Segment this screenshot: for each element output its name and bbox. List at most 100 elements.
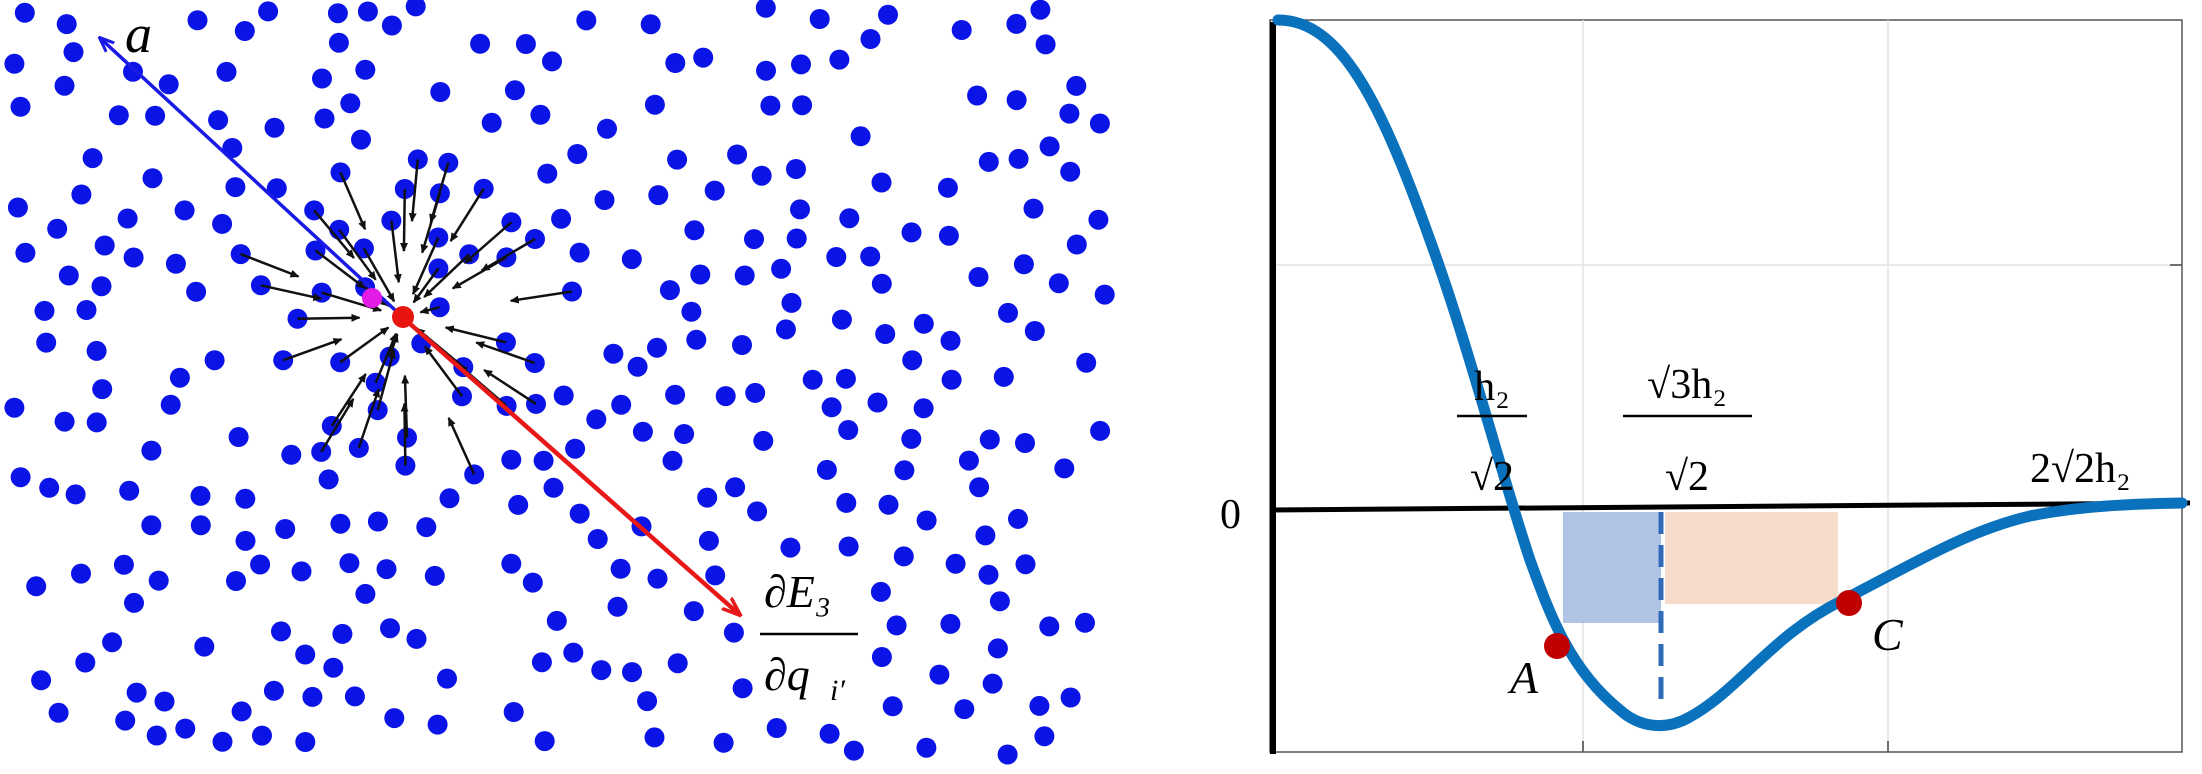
particle-dot: [15, 242, 36, 263]
potential-curve: [1272, 14, 2188, 732]
force-arrow: [357, 388, 380, 449]
particle-dot: [751, 165, 772, 186]
particle-dot: [587, 529, 608, 549]
particle-dot: [1006, 90, 1027, 111]
potential-plot-panel: 0 h₂ √2 √3h₂ √2 2√2h₂ A C: [1200, 0, 2202, 769]
force-arrows: [240, 159, 573, 475]
force-arrow: [338, 228, 377, 281]
particle-dot: [145, 105, 166, 126]
shaded-region-orange: [1665, 512, 1838, 604]
particle-dot: [860, 246, 881, 267]
particle-dot: [786, 228, 807, 249]
particle-dot: [327, 3, 348, 24]
particle-dot: [355, 583, 376, 604]
particle-dot: [271, 621, 291, 642]
particle-dot: [531, 652, 552, 673]
particle-dot: [225, 177, 246, 198]
particle-dot: [975, 525, 996, 546]
particle-dot: [850, 126, 871, 147]
particle-dot: [913, 398, 934, 419]
particle-dot: [186, 281, 207, 302]
particle-dot: [503, 702, 524, 722]
particle-dot: [648, 185, 669, 206]
direction-a-arrow: [100, 38, 397, 312]
particle-dot: [875, 324, 896, 344]
particle-dot: [951, 20, 972, 40]
particle-dot: [252, 725, 272, 746]
particle-dot: [713, 732, 734, 753]
particle-dot: [882, 696, 903, 717]
particle-dot: [165, 253, 186, 274]
force-arrow: [320, 398, 355, 453]
force-arrow: [362, 247, 396, 303]
particle-dot: [667, 149, 688, 170]
particle-dot: [264, 117, 285, 138]
particle-dot: [693, 47, 714, 68]
particle-dot: [993, 366, 1014, 387]
particle-dot: [1034, 726, 1055, 747]
particle-dot: [781, 292, 802, 313]
particle-dot: [416, 517, 437, 538]
particle-dot: [715, 386, 736, 407]
particle-dot: [681, 301, 702, 322]
force-arrow: [412, 267, 440, 304]
particle-dot: [723, 622, 744, 643]
particle-dot: [940, 330, 961, 351]
particle-dot: [533, 450, 554, 471]
particle-dot: [190, 515, 211, 536]
particle-dot: [430, 82, 451, 102]
particle-dot: [169, 367, 190, 388]
particle-dot: [894, 460, 915, 481]
particle-dot: [501, 553, 522, 574]
particle-dot: [154, 691, 175, 712]
gradient-denominator: ∂q: [764, 649, 810, 700]
particle-dot: [123, 247, 144, 268]
particle-dot: [860, 29, 881, 49]
particle-dot: [357, 1, 378, 22]
particle-dot: [586, 409, 607, 430]
particle-dot: [117, 208, 138, 229]
particle-dot: [381, 15, 402, 36]
particle-dot: [622, 662, 642, 683]
particle-dot: [607, 596, 628, 617]
force-arrow: [330, 373, 367, 427]
particle-dot: [766, 718, 787, 738]
particle-dot: [644, 727, 665, 748]
force-arrow: [451, 256, 508, 290]
particle-dot: [113, 554, 134, 575]
label-a: a: [125, 4, 152, 64]
particle-dot: [323, 657, 344, 678]
tick-h2-denominator: √2: [1470, 454, 1514, 500]
particle-dot: [819, 723, 840, 744]
particle-dot: [821, 397, 842, 418]
particle-dot: [637, 691, 658, 712]
particle-dot: [119, 480, 140, 501]
particle-dot: [565, 438, 586, 459]
gradient-fraction-label: ∂E₃ ∂q i′: [760, 566, 858, 707]
particle-dot: [318, 469, 339, 490]
particle-dot: [829, 49, 850, 70]
tick-sqrt3h2-numerator: √3h₂: [1647, 362, 1727, 408]
neighbor-particle-highlight: [362, 288, 382, 308]
particle-dot: [160, 394, 181, 415]
particle-dot: [234, 21, 255, 41]
point-A-marker: [1544, 633, 1570, 659]
particle-dot: [831, 309, 852, 330]
tick-h2-numerator: h₂: [1474, 364, 1510, 410]
particle-dot: [945, 553, 966, 574]
particle-dot: [835, 368, 856, 389]
particle-dot: [871, 647, 892, 667]
particle-dot: [647, 568, 668, 589]
force-arrow: [313, 209, 355, 259]
particle-dot: [380, 618, 400, 639]
particle-dot: [208, 110, 229, 131]
tick-sqrt3h2-denominator: √2: [1665, 454, 1709, 500]
particle-dot: [775, 319, 796, 340]
gradient-numerator: ∂E₃: [764, 566, 831, 617]
particle-dot: [340, 93, 361, 114]
particle-dot: [330, 513, 351, 534]
particle-dot: [569, 242, 590, 263]
particle-dot: [263, 680, 284, 701]
particle-dot: [632, 421, 653, 442]
particle-dot: [913, 313, 934, 334]
